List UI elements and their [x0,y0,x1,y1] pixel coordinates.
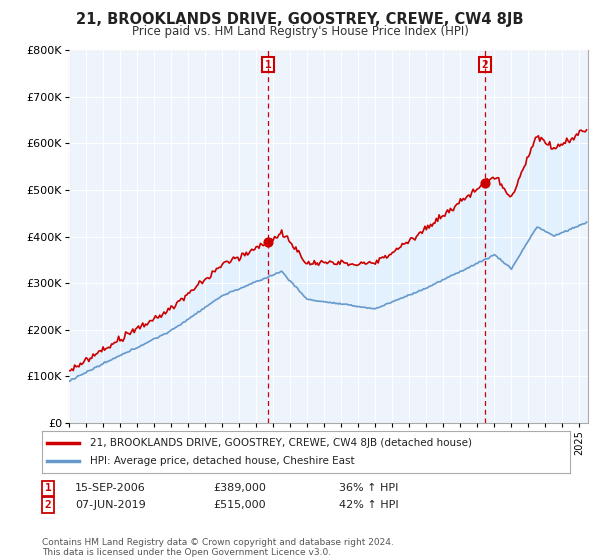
Point [263,237,273,246]
Text: 36% ↑ HPI: 36% ↑ HPI [339,483,398,493]
Point [480,179,490,188]
Text: 2: 2 [44,500,52,510]
Text: 07-JUN-2019: 07-JUN-2019 [75,500,146,510]
Text: 21, BROOKLANDS DRIVE, GOOSTREY, CREWE, CW4 8JB (detached house): 21, BROOKLANDS DRIVE, GOOSTREY, CREWE, C… [89,438,472,448]
Text: 21, BROOKLANDS DRIVE, GOOSTREY, CREWE, CW4 8JB: 21, BROOKLANDS DRIVE, GOOSTREY, CREWE, C… [76,12,524,27]
Text: 2: 2 [482,60,488,69]
Text: 42% ↑ HPI: 42% ↑ HPI [339,500,398,510]
Text: Contains HM Land Registry data © Crown copyright and database right 2024.
This d: Contains HM Land Registry data © Crown c… [42,538,394,557]
Text: £389,000: £389,000 [213,483,266,493]
Text: 15-SEP-2006: 15-SEP-2006 [75,483,146,493]
Text: 1: 1 [44,483,52,493]
Text: 1: 1 [265,60,272,69]
Text: Price paid vs. HM Land Registry's House Price Index (HPI): Price paid vs. HM Land Registry's House … [131,25,469,38]
Text: HPI: Average price, detached house, Cheshire East: HPI: Average price, detached house, Ches… [89,456,354,466]
Text: £515,000: £515,000 [213,500,266,510]
